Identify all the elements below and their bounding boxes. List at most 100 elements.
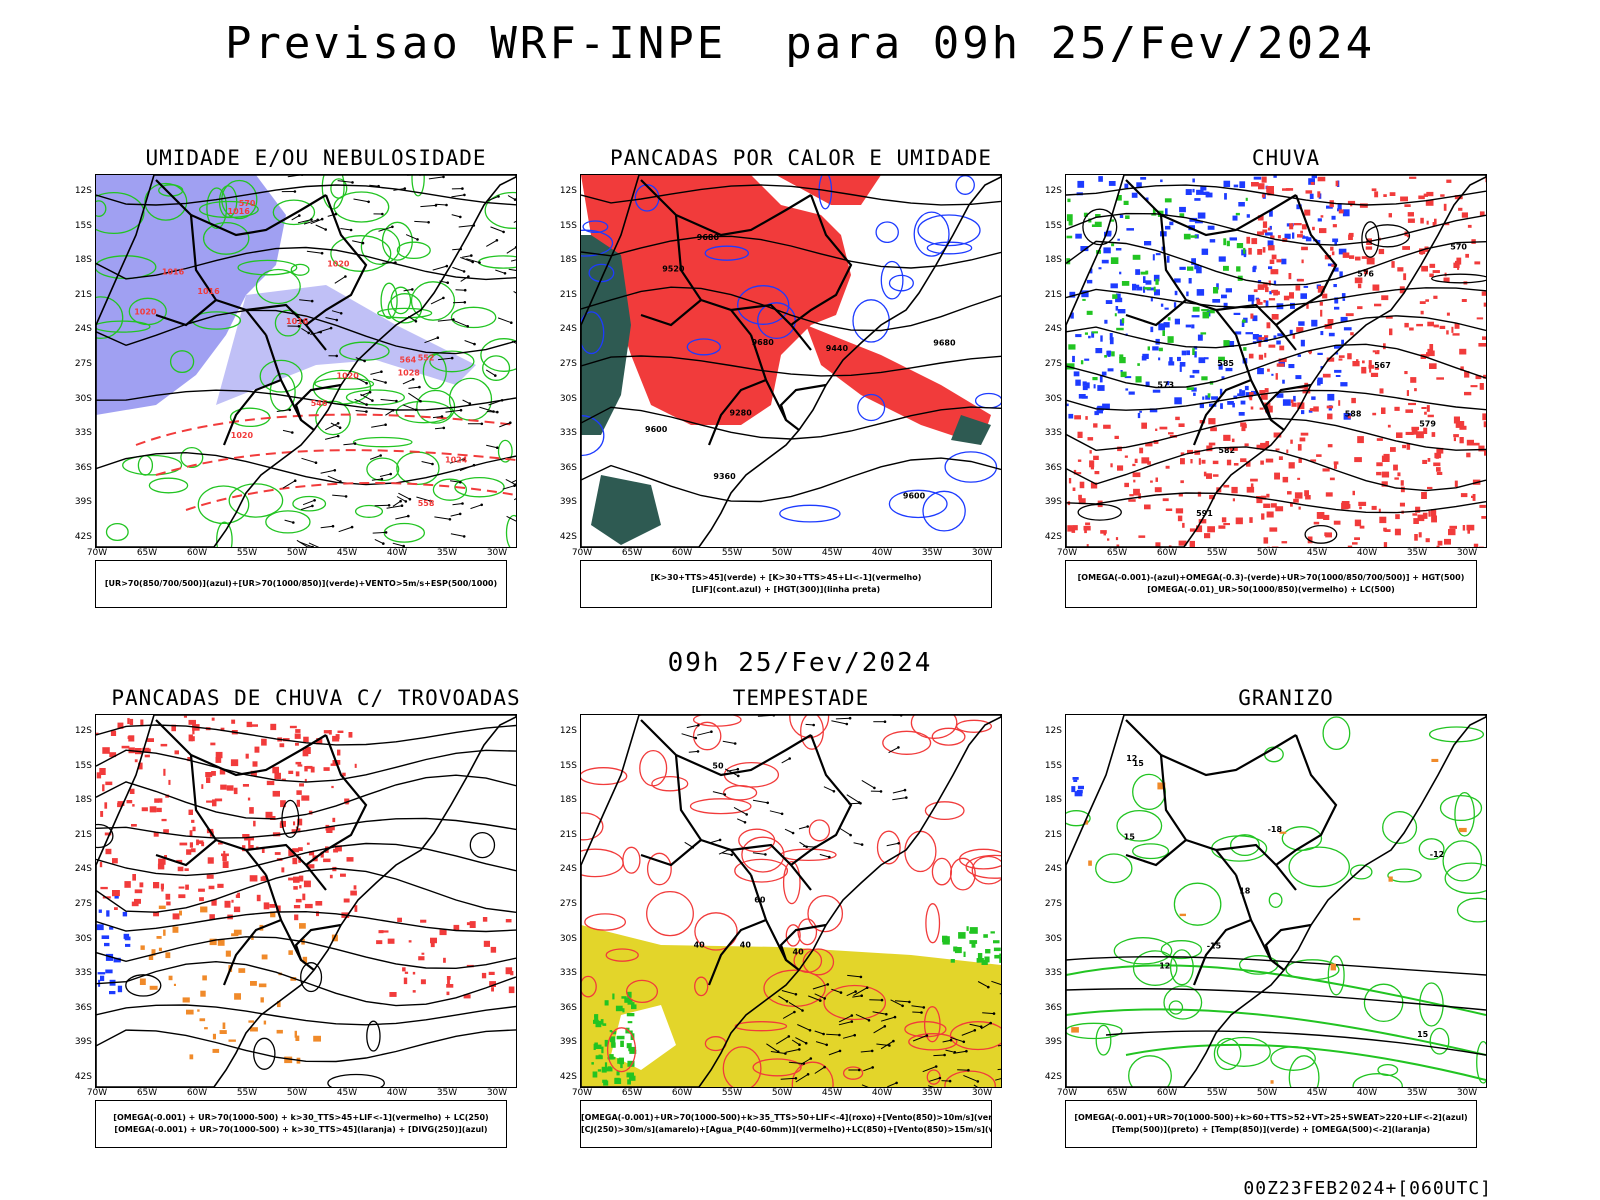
latitude-label: 33S	[74, 428, 92, 439]
country-borders	[155, 179, 368, 446]
latitude-label: 21S	[1044, 829, 1062, 840]
main-title: Previsao WRF-INPE para 09h 25/Fev/2024	[224, 18, 1376, 69]
longitude-label: 55W	[1206, 548, 1228, 558]
contour-label: 570	[239, 199, 256, 208]
longitude-label: 35W	[1406, 548, 1428, 558]
contour-label: 579	[1419, 419, 1436, 428]
contour-label: 1020	[231, 431, 254, 440]
omega500-orange	[1071, 758, 1467, 1084]
longitude-label: 40W	[386, 548, 408, 558]
longitude-label: 45W	[336, 1088, 358, 1098]
contour-label: 9440	[826, 344, 849, 353]
thickness-contours	[135, 413, 516, 511]
panel-title: TEMPESTADE	[732, 686, 870, 710]
rh-red	[1246, 176, 1486, 547]
latitude-label: 42S	[559, 532, 577, 542]
contour-label: 570	[1450, 243, 1467, 252]
valid-time-title: 09h 25/Fev/2024	[667, 648, 933, 678]
forecast-map: 591 588 585 582 579 576 573 570 567	[1065, 174, 1487, 548]
latitude-label: 33S	[1044, 968, 1062, 979]
longitude-label: 50W	[286, 548, 308, 558]
legend-line: [K>30+TTS>45](verde) + [K>30+TTS>45+LI<-…	[650, 573, 922, 582]
latitude-label: 18S	[1044, 795, 1062, 806]
longitude-label: 60W	[186, 1088, 208, 1098]
latitude-label: 39S	[74, 497, 92, 508]
latitude-label: 12S	[559, 726, 577, 736]
legend-line: [Temp(500)](preto) + [Temp(850)](verde) …	[1111, 1125, 1431, 1134]
instability-red-ocean	[806, 325, 991, 445]
instability-green-ocean	[951, 415, 991, 445]
latitude-label: 21S	[74, 829, 92, 840]
contour-label: 552	[418, 353, 435, 362]
latitude-label: 15S	[1044, 220, 1062, 231]
latitude-label: 27S	[1044, 359, 1062, 369]
latitude-label: 36S	[559, 1002, 577, 1013]
latitude-label: 36S	[1044, 1002, 1062, 1013]
contour-label: 564	[400, 355, 417, 364]
contour-label: 1020	[337, 372, 360, 381]
contour-label: 1016	[228, 207, 251, 216]
longitude-label: 35W	[921, 1088, 943, 1098]
longitude-label: 40W	[386, 1088, 408, 1098]
latitude-label: 15S	[1044, 760, 1062, 771]
longitude-label: 50W	[1256, 1088, 1278, 1098]
latitude-label: 12S	[559, 186, 577, 196]
longitude-label: 45W	[1306, 1088, 1328, 1098]
longitude-label: 70W	[86, 1088, 108, 1098]
country-borders	[640, 179, 853, 446]
showers-orange	[139, 905, 338, 1064]
latitude-label: 18S	[74, 795, 92, 806]
contour-label: 1020	[327, 260, 350, 269]
coastline	[96, 175, 516, 547]
latitude-label: 33S	[74, 968, 92, 979]
contour-label: 1016	[197, 287, 220, 296]
longitude-label: 55W	[236, 548, 258, 558]
latitude-label: 12S	[74, 726, 92, 736]
contour-labels: 9680 9680 9680 9600 9600 9520 9440 9360 9280	[645, 233, 956, 501]
latitude-label: 33S	[559, 968, 577, 979]
longitude-label: 35W	[1406, 1088, 1428, 1098]
forecast-map: 1016 1016 1016 1016 1020 1020 1020 1020 1024 1028…	[95, 174, 517, 548]
longitude-label: 30W	[971, 548, 993, 558]
panel-title: PANCADAS POR CALOR E UMIDADE	[609, 146, 992, 170]
latitude-label: 39S	[74, 1037, 92, 1048]
map-canvas: 1016 1016 1016 1016 1020 1020 1020 1020 1024 1028…	[96, 175, 516, 547]
latitude-label: 39S	[1044, 497, 1062, 508]
longitude-label: 30W	[1456, 1088, 1478, 1098]
longitude-label: 70W	[1056, 1088, 1078, 1098]
longitude-label: 60W	[671, 1088, 693, 1098]
legend-line: [OMEGA(-0.001) + UR>70(1000-500) + k>30_…	[113, 1113, 489, 1122]
longitude-label: 65W	[621, 1088, 643, 1098]
legend-line: [LIF](cont.azul) + [HGT(300)](linha pret…	[691, 585, 881, 594]
longitude-label: 55W	[721, 548, 743, 558]
latitude-label: 15S	[559, 220, 577, 231]
hgt500-contours	[1066, 184, 1486, 514]
lifted-index-contours	[581, 175, 1001, 532]
contour-labels: 40 50 40 60 40	[694, 762, 804, 957]
latitude-label: 21S	[74, 289, 92, 300]
contour-label: 573	[1157, 381, 1174, 390]
contour-label: 1028	[398, 368, 421, 377]
jet-gap	[611, 1005, 676, 1070]
longitude-label: 30W	[1456, 548, 1478, 558]
map-legend: [OMEGA(-0.001)-(azul)+OMEGA(-0.3)-(verde…	[1065, 560, 1477, 608]
map-canvas: 591 588 585 582 579 576 573 570 567	[1066, 175, 1486, 547]
temp850-contours	[1066, 964, 1486, 1081]
latitude-label: 42S	[74, 532, 92, 542]
panel-thunderstorm-showers: PANCADAS DE CHUVA C/ TROVOADAS 12S 15S 18S 2…	[66, 686, 566, 1166]
latitude-label: 24S	[1044, 324, 1062, 335]
map-legend: [UR>70(850/700/500)](azul)+[UR>70(1000/8…	[95, 560, 507, 608]
contour-label: 576	[1357, 270, 1374, 279]
longitude-label: 55W	[236, 1088, 258, 1098]
contour-label: 9520	[662, 265, 685, 274]
longitude-label: 45W	[336, 548, 358, 558]
country-borders	[640, 719, 853, 986]
country-borders	[1125, 179, 1338, 446]
contour-label: 9600	[903, 492, 926, 501]
contour-label: 60	[754, 895, 766, 904]
longitude-label: 65W	[1106, 548, 1128, 558]
contour-label: 40	[793, 947, 805, 956]
latitude-label: 18S	[74, 255, 92, 266]
contour-label: 12	[1126, 754, 1137, 763]
contour-label: 12	[1159, 961, 1170, 970]
